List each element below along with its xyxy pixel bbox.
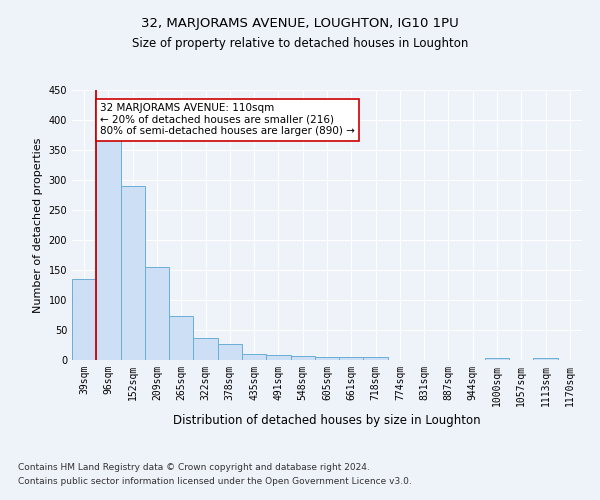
Bar — [364, 357, 388, 360]
Text: 32 MARJORAMS AVENUE: 110sqm
← 20% of detached houses are smaller (216)
80% of se: 32 MARJORAMS AVENUE: 110sqm ← 20% of det… — [100, 103, 355, 136]
Bar — [242, 354, 266, 360]
Bar — [96, 138, 121, 360]
Bar — [218, 344, 242, 360]
Bar — [266, 355, 290, 360]
Bar — [533, 358, 558, 360]
Bar — [290, 356, 315, 360]
Bar — [339, 357, 364, 360]
X-axis label: Distribution of detached houses by size in Loughton: Distribution of detached houses by size … — [173, 414, 481, 428]
Bar — [145, 267, 169, 360]
Bar — [315, 357, 339, 360]
Text: 32, MARJORAMS AVENUE, LOUGHTON, IG10 1PU: 32, MARJORAMS AVENUE, LOUGHTON, IG10 1PU — [141, 18, 459, 30]
Bar — [121, 186, 145, 360]
Y-axis label: Number of detached properties: Number of detached properties — [33, 138, 43, 312]
Bar — [193, 338, 218, 360]
Text: Size of property relative to detached houses in Loughton: Size of property relative to detached ho… — [132, 38, 468, 51]
Bar — [72, 279, 96, 360]
Text: Contains HM Land Registry data © Crown copyright and database right 2024.: Contains HM Land Registry data © Crown c… — [18, 464, 370, 472]
Bar — [485, 358, 509, 360]
Bar — [169, 316, 193, 360]
Text: Contains public sector information licensed under the Open Government Licence v3: Contains public sector information licen… — [18, 477, 412, 486]
